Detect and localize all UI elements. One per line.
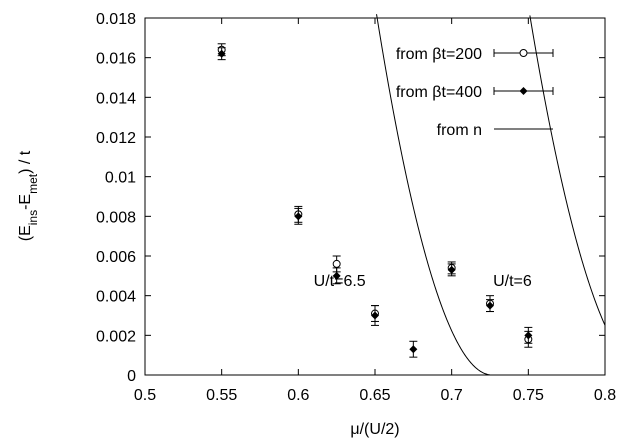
x-tick-label: 0.55 xyxy=(206,387,237,404)
data-point xyxy=(294,207,303,225)
filled-diamond-marker xyxy=(447,265,456,274)
x-tick-label: 0.75 xyxy=(513,387,544,404)
open-circle-marker xyxy=(332,259,341,268)
filled-diamond-marker xyxy=(371,311,379,320)
annotations: U/t=6.5 U/t=6 xyxy=(314,273,532,290)
x-tick-label: 0.5 xyxy=(134,387,156,404)
filled-diamond-marker xyxy=(486,301,494,310)
curve-line xyxy=(529,15,606,326)
legend: from βt=200 from βt=400 from n xyxy=(396,46,554,139)
x-axis-label: μ/(U/2) xyxy=(350,421,399,438)
data-point xyxy=(409,340,418,358)
legend-label: from βt=400 xyxy=(396,84,482,101)
legend-label: from βt=200 xyxy=(396,46,482,63)
data-point xyxy=(447,263,456,277)
y-tick-label: 0.008 xyxy=(96,209,136,226)
filled-diamond-marker xyxy=(409,345,418,354)
data-point xyxy=(332,267,341,285)
y-tick-label: 0.01 xyxy=(105,170,136,187)
y-tick-label: 0.002 xyxy=(96,328,136,345)
x-tick-label: 0.65 xyxy=(359,387,390,404)
y-tick-label: 0.004 xyxy=(96,289,136,306)
data-points xyxy=(217,43,533,358)
x-axis-ticks: 0.5 0.55 0.6 0.65 0.7 0.75 0.8 xyxy=(134,18,616,404)
filled-diamond-marker xyxy=(524,331,533,340)
legend-label: from n xyxy=(437,122,482,139)
y-tick-label: 0.016 xyxy=(96,51,136,68)
legend-marker xyxy=(519,87,528,95)
x-tick-label: 0.6 xyxy=(287,387,309,404)
y-axis-label: (Eins-Emet) / t xyxy=(17,150,40,241)
curve-annotation: U/t=6.5 xyxy=(314,273,366,290)
filled-diamond-marker xyxy=(332,271,341,280)
y-axis-ticks: 0 0.002 0.004 0.006 0.008 0.01 0.012 0.014 0.016… xyxy=(96,11,605,385)
y-tick-label: 0.018 xyxy=(96,11,136,28)
y-tick-label: 0 xyxy=(127,368,136,385)
y-tick-label: 0.006 xyxy=(96,249,136,266)
filled-diamond-marker xyxy=(294,212,303,221)
fit-curves xyxy=(376,14,606,376)
filled-diamond-marker xyxy=(217,49,226,58)
legend-marker xyxy=(519,49,528,57)
data-point xyxy=(371,305,379,326)
data-point xyxy=(524,326,533,344)
data-point xyxy=(217,47,226,61)
curve-annotation: U/t=6 xyxy=(493,273,532,290)
data-point xyxy=(486,299,494,313)
x-tick-label: 0.8 xyxy=(594,387,616,404)
y-tick-label: 0.012 xyxy=(96,130,136,147)
curve-line xyxy=(376,14,605,376)
x-tick-label: 0.7 xyxy=(441,387,463,404)
y-tick-label: 0.014 xyxy=(96,90,136,107)
